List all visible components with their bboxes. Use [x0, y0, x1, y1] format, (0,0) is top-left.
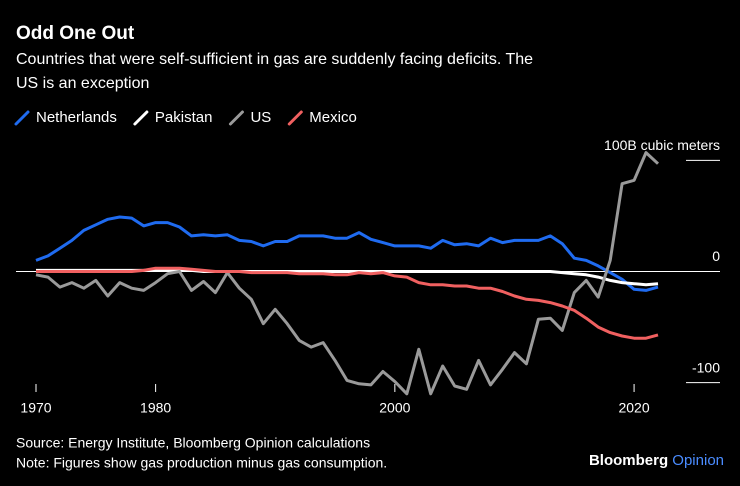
series-line: [35, 215, 659, 292]
y-tick-label: 0: [712, 248, 720, 264]
x-tick-label: 1970: [20, 400, 51, 416]
chart-title: Odd One Out: [16, 23, 135, 44]
series-line: [35, 151, 660, 396]
source: Source: Energy Institute, Bloomberg Opin…: [16, 435, 370, 451]
legend-label: Pakistan: [155, 109, 213, 126]
legend-swatch: [133, 110, 149, 126]
legend-swatch: [287, 110, 303, 126]
series-line: [36, 266, 659, 340]
brand-name: Bloomberg: [589, 452, 668, 469]
brand: Bloomberg Opinion: [589, 452, 724, 469]
legend: Netherlands Pakistan US Mexico: [14, 109, 357, 126]
brand-suffix: Opinion: [672, 452, 724, 469]
legend-swatch: [14, 110, 30, 126]
x-tick-label: 1980: [140, 400, 171, 416]
legend-label: Mexico: [309, 109, 357, 126]
note: Note: Figures show gas production minus …: [16, 455, 387, 471]
x-tick-label: 2020: [618, 400, 649, 416]
legend-label: Netherlands: [36, 109, 117, 126]
x-tick-label: 2000: [379, 400, 410, 416]
y-tick-label: -100: [692, 359, 720, 375]
y-tick-label: 100B cubic meters: [604, 137, 720, 153]
legend-label: US: [250, 109, 271, 126]
legend-swatch: [228, 110, 244, 126]
chart-subtitle: Countries that were self-sufficient in g…: [16, 51, 533, 92]
